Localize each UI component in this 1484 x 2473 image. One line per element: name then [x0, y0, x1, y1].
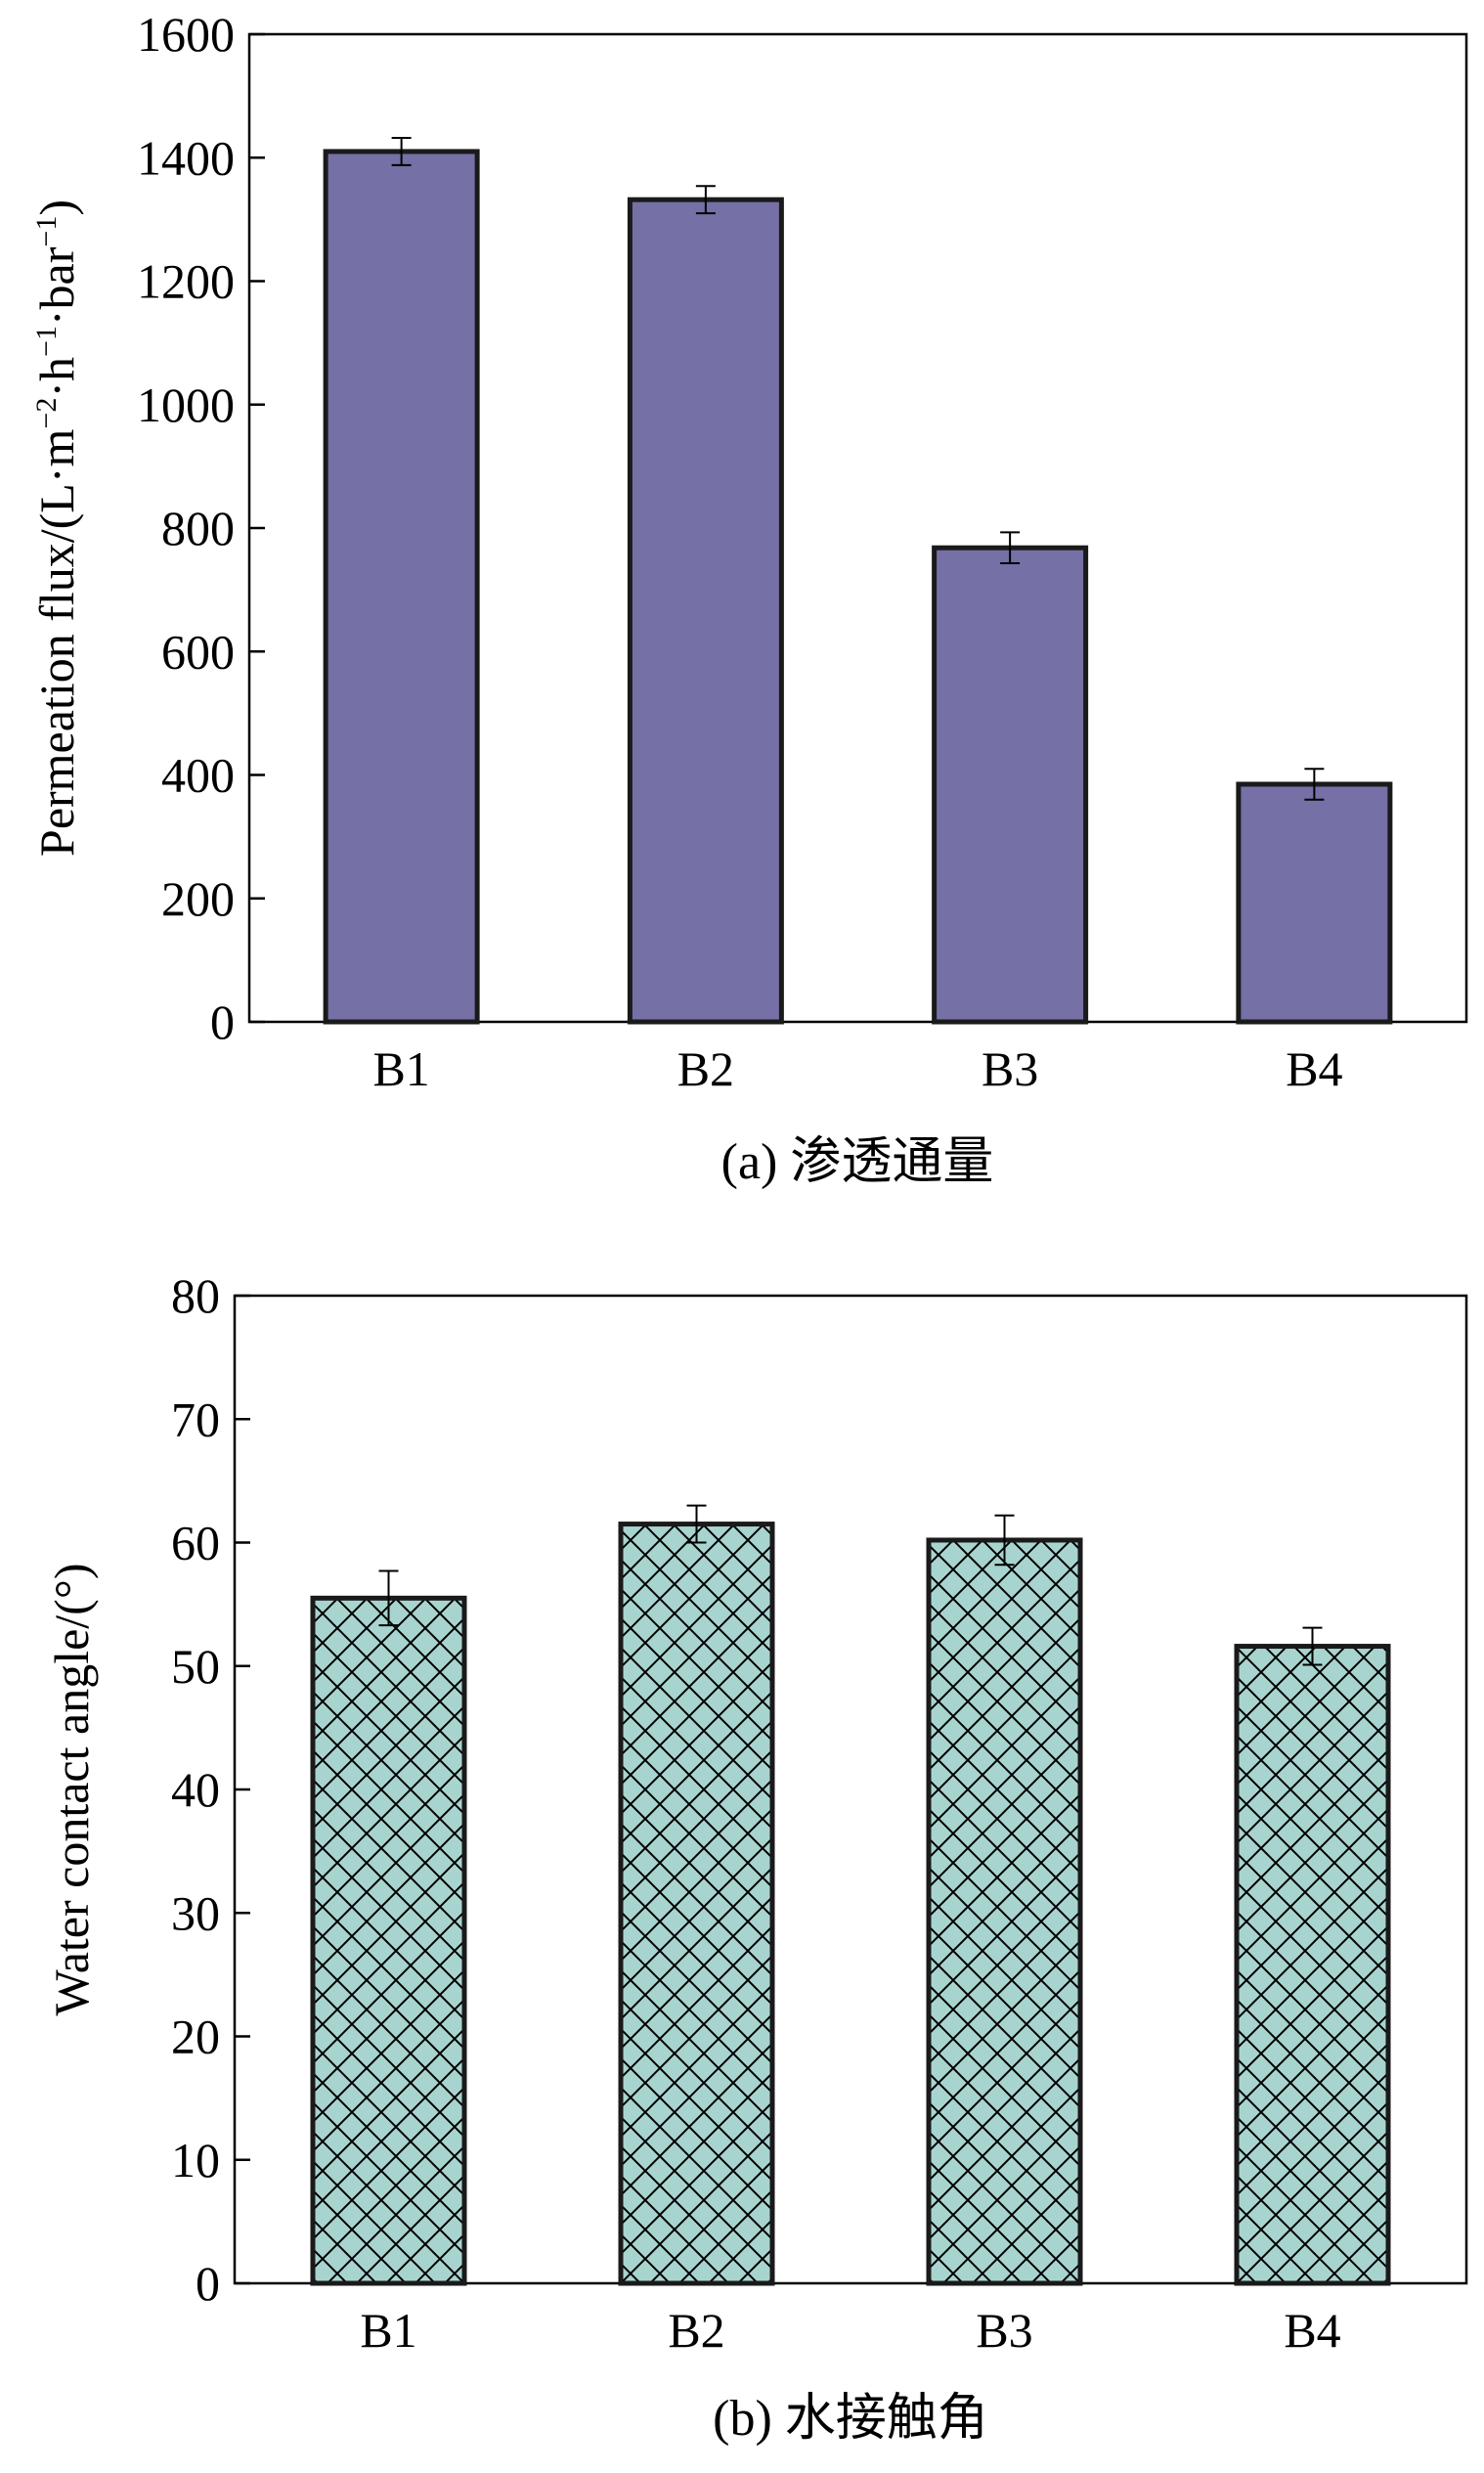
y-tick-label: 0: [196, 2256, 220, 2311]
y-tick-label: 10: [171, 2133, 220, 2187]
y-tick-label: 1000: [137, 377, 235, 432]
y-title-mid1: ·h: [29, 357, 84, 398]
x-tick-label-b2: B2: [668, 2303, 724, 2358]
x-tick-label-b3: B3: [982, 1041, 1038, 1096]
x-tick-label-b1: B1: [360, 2303, 416, 2358]
x-tick-label-b4: B4: [1286, 1041, 1342, 1096]
y-tick-label: 400: [161, 748, 235, 803]
chart-water-contact-angle: 0 10 20 30 40 50 60 70 80 B1 B2 B3 B4 Water contact …: [44, 1268, 1468, 2447]
y-title-sup1: −2: [30, 398, 63, 429]
x-tick-label-b4: B4: [1284, 2303, 1340, 2358]
y-tick-label: 50: [171, 1639, 220, 1694]
y-tick-label: 0: [210, 994, 235, 1049]
y-tick-label: 200: [161, 871, 235, 926]
y-tick-label: 1200: [137, 254, 235, 309]
y-tick-label: 60: [171, 1516, 220, 1570]
chart-caption: (b) 水接触角: [713, 2391, 988, 2447]
y-axis-title: Water contact angle/(°): [44, 1564, 99, 2016]
y-tick-label: 800: [161, 501, 235, 555]
error-bar-b1: [391, 137, 412, 166]
y-title-sup2: −1: [30, 326, 63, 357]
bar-b3: [926, 1537, 1083, 2286]
x-tick-label-b2: B2: [677, 1041, 734, 1096]
y-tick-label: 20: [171, 2009, 220, 2064]
y-tick-label: 600: [161, 624, 235, 679]
y-title-sup3: −1: [30, 216, 63, 247]
error-bar-b3: [994, 1514, 1015, 1567]
bar-b3: [932, 545, 1089, 1025]
bar-b1: [323, 149, 480, 1025]
y-tick-label: 1600: [137, 7, 235, 62]
error-bar-b4: [1304, 768, 1325, 801]
x-tick-label-b1: B1: [372, 1041, 429, 1096]
y-tick-label: 80: [171, 1268, 220, 1323]
y-title-base: Permeation flux/(L·m: [29, 428, 84, 856]
x-tick-label-b3: B3: [976, 2303, 1032, 2358]
bar-b2: [618, 1522, 775, 2286]
y-tick-label: 40: [171, 1762, 220, 1817]
error-bar-b3: [1000, 531, 1021, 564]
error-bar-b2: [686, 1504, 707, 1544]
y-tick-label: 70: [171, 1391, 220, 1446]
bar-b4: [1234, 1644, 1391, 2286]
bar-b2: [627, 197, 784, 1025]
error-bar-b2: [695, 185, 716, 215]
chart-caption: (a) 渗透通量: [721, 1134, 994, 1190]
y-title-end: ): [29, 199, 84, 216]
y-tick-label: 1400: [137, 130, 235, 185]
bar-b4: [1236, 781, 1393, 1025]
error-bar-b1: [378, 1569, 399, 1627]
y-tick-label: 30: [171, 1885, 220, 1940]
error-bar-b4: [1302, 1626, 1323, 1666]
bar-b1: [310, 1595, 467, 2286]
y-title-mid2: ·bar: [29, 246, 84, 326]
chart-permeation-flux: 0 200 400 600 800 1000 1200 1400 1600 B1 B2 B3 B4 Pe…: [29, 7, 1468, 1190]
y-axis-title: Permeation flux/(L·m−2·h−1·bar−1): [29, 199, 84, 857]
